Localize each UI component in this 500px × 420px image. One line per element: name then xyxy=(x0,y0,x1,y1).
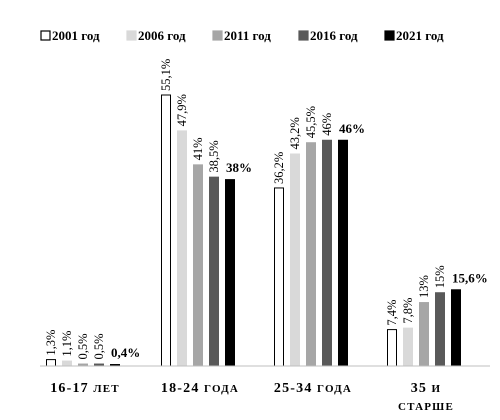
value-label: 46% xyxy=(339,121,365,136)
category-label-part: 18-24 xyxy=(161,381,200,396)
category-label: 25-34 ГОДА xyxy=(274,380,352,396)
legend-label: 2021 год xyxy=(396,28,444,43)
value-label: 45,5% xyxy=(304,106,318,138)
value-label: 7,4% xyxy=(385,300,399,326)
value-label: 41% xyxy=(191,137,205,160)
bars xyxy=(46,94,461,367)
bar xyxy=(110,364,120,366)
legend-label: 2016 год xyxy=(310,28,358,43)
category-label-part: И xyxy=(432,383,442,395)
category-label-part: ГОДА xyxy=(317,383,352,395)
value-label: 36,2% xyxy=(272,152,286,184)
legend: 2001 год 2006 год 2011 год 2016 год 2021 год xyxy=(40,28,444,43)
value-label: 38,5% xyxy=(207,140,221,172)
category-label-part: 25-34 xyxy=(274,381,313,396)
bar xyxy=(46,359,56,367)
legend-swatch xyxy=(212,30,223,41)
bar xyxy=(435,292,445,366)
value-label: 0,4% xyxy=(111,345,140,360)
category-label-part: 16-17 xyxy=(50,381,89,396)
value-label: 38% xyxy=(226,160,252,175)
value-label: 55,1% xyxy=(159,59,173,91)
bar xyxy=(338,139,348,366)
value-label: 0,5% xyxy=(76,333,90,359)
bar xyxy=(161,94,171,367)
bar xyxy=(387,329,397,367)
category-label-part: ЛЕТ xyxy=(93,383,119,395)
value-label: 15% xyxy=(433,265,447,288)
bar xyxy=(306,142,316,366)
value-label: 1,1% xyxy=(60,331,74,357)
bar xyxy=(451,289,461,366)
value-label: 13% xyxy=(417,275,431,298)
value-label: 7,8% xyxy=(401,298,415,324)
legend-swatch xyxy=(126,30,137,41)
category-label: СТАРШЕ xyxy=(398,401,454,413)
bar xyxy=(62,360,72,366)
bar xyxy=(177,130,187,366)
category-label-part: СТАРШЕ xyxy=(398,401,454,413)
legend-label: 2001 год xyxy=(52,28,100,43)
value-label: 46% xyxy=(320,113,334,136)
bar xyxy=(419,302,429,366)
bar xyxy=(403,327,413,366)
category-label: 18-24 ГОДА xyxy=(161,380,239,396)
value-labels: 1,3% 55,1% 36,2% 7,4% 1,1% 47,9% 43,2% 7,8% 0,5%… xyxy=(44,59,488,360)
value-label: 47,9% xyxy=(175,94,189,126)
category-label-part: ГОДА xyxy=(204,383,239,395)
legend-swatch xyxy=(40,30,51,41)
legend-label: 2011 год xyxy=(224,28,271,43)
value-label: 0,5% xyxy=(92,333,106,359)
bar xyxy=(290,153,300,366)
category-label: 35 И xyxy=(411,380,442,396)
bar xyxy=(322,139,332,366)
value-label: 15,6% xyxy=(452,270,488,285)
category-label: 16-17 ЛЕТ xyxy=(50,380,120,396)
bar xyxy=(225,179,235,366)
bar xyxy=(193,164,203,366)
category-label-part: 35 xyxy=(411,381,427,396)
legend-swatch xyxy=(298,30,309,41)
bar xyxy=(94,363,104,366)
legend-label: 2006 год xyxy=(138,28,186,43)
value-label: 1,3% xyxy=(44,330,58,356)
value-label: 43,2% xyxy=(288,117,302,149)
bar xyxy=(209,176,219,366)
bar xyxy=(274,187,284,367)
legend-swatch xyxy=(384,30,395,41)
bar xyxy=(78,363,88,366)
